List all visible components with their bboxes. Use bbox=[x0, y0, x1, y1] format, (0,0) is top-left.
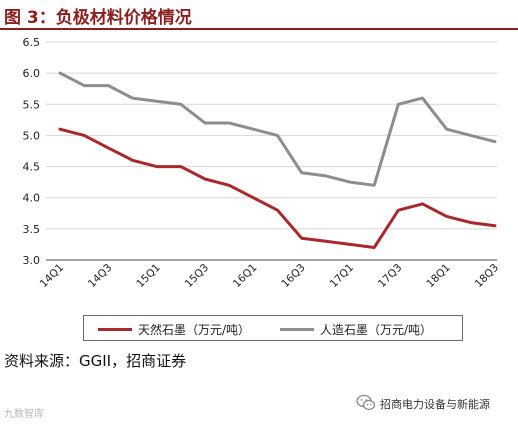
y-tick-label: 4.5 bbox=[23, 161, 41, 174]
chart-title: 图 3：负极材料价格情况 bbox=[4, 8, 192, 28]
watermark-left: 九数智库 bbox=[4, 409, 44, 420]
legend-swatch-natural bbox=[98, 327, 132, 331]
legend-swatch-artificial bbox=[280, 327, 314, 331]
x-tick-label: 17Q1 bbox=[328, 262, 357, 291]
watermark-right: 招商电力设备与新能源 bbox=[380, 398, 490, 411]
title-bar: 图 3：负极材料价格情况 bbox=[0, 0, 518, 30]
x-tick-label: 16Q3 bbox=[279, 262, 308, 291]
legend-item-artificial: 人造石墨（万元/吨） bbox=[280, 320, 432, 338]
x-tick-label: 18Q3 bbox=[473, 262, 502, 291]
x-tick-label: 15Q3 bbox=[183, 262, 212, 291]
x-tick-label: 17Q3 bbox=[376, 262, 405, 291]
y-tick-label: 4.0 bbox=[23, 192, 41, 205]
legend-item-natural: 天然石墨（万元/吨） bbox=[98, 320, 250, 338]
legend-label-natural: 天然石墨（万元/吨） bbox=[138, 322, 251, 337]
y-tick-label: 3.0 bbox=[23, 254, 41, 267]
y-tick-label: 3.5 bbox=[23, 223, 41, 236]
y-tick-label: 5.5 bbox=[23, 98, 41, 111]
y-tick-label: 6.0 bbox=[23, 67, 41, 80]
x-tick-label: 15Q1 bbox=[134, 262, 163, 291]
wechat-icon bbox=[356, 394, 376, 411]
x-tick-label: 16Q1 bbox=[231, 262, 260, 291]
series-line-artificial-graphite bbox=[58, 71, 497, 187]
legend-label-artificial: 人造石墨（万元/吨） bbox=[320, 322, 433, 337]
chart-legend: 天然石墨（万元/吨） 人造石墨（万元/吨） bbox=[83, 315, 463, 341]
y-tick-label: 5.0 bbox=[23, 129, 41, 142]
source-note: 资料来源：GGII，招商证券 bbox=[4, 352, 187, 370]
x-tick-label: 18Q1 bbox=[424, 262, 453, 291]
x-tick-label: 14Q1 bbox=[38, 262, 67, 291]
line-chart: 3.0 3.5 4.0 4.5 5.0 5.5 6.0 6.5 14Q1 14Q3 15Q1 15Q3… bbox=[23, 36, 502, 291]
x-tick-label: 14Q3 bbox=[86, 262, 115, 291]
y-tick-label: 6.5 bbox=[23, 36, 41, 49]
series-line-natural-graphite bbox=[58, 127, 497, 249]
